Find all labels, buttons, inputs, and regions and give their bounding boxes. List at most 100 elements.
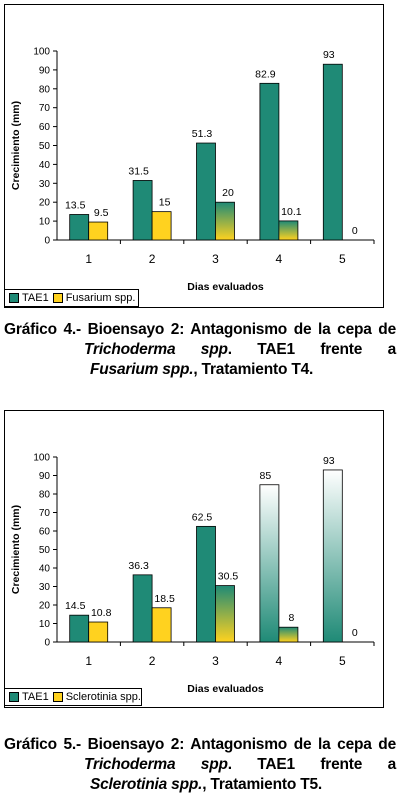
caption-line-3: Sclerotinia spp., Tratamiento T5. [4,775,396,795]
y-tick-label: 50 [39,141,51,152]
legend-swatch-sclerotinia [52,692,63,702]
x-tick-label: 1 [85,252,92,266]
x-tick-label: 4 [276,654,283,668]
legend-swatch-tae1 [9,692,19,702]
x-tick-label: 4 [276,252,283,266]
data-label-tae1-day-5: 93 [323,455,335,467]
y-tick-label: 30 [39,179,51,190]
bar-tae1-day-5 [322,469,343,643]
y-tick-label: 0 [44,236,50,247]
caption-genus: Trichoderma spp [84,756,228,773]
bar-pathogen-day-3 [215,585,235,643]
y-tick-label: 50 [39,545,51,556]
data-label-pathogen-day-3: 30.5 [218,571,239,583]
caption-genus: Trichoderma spp [84,341,228,358]
caption-line-2-rest: . TAE1 frente a [227,341,397,358]
caption-line-2-rest: . TAE1 frente a [227,756,397,773]
legend-label-fusarium: Fusarium spp. [65,292,136,304]
caption-line-3-rest: , Tratamiento T4. [193,361,314,378]
data-label-pathogen-day-5: 0 [352,627,358,639]
bar-tae1-day-2 [132,180,153,241]
legend-gráfico-5: TAE1 Sclerotinia spp. [4,688,142,706]
bar-pathogen-day-4 [278,626,299,643]
y-tick-label: 70 [39,508,51,519]
y-tick-label: 100 [33,47,50,58]
data-label-tae1-day-1: 14.5 [65,600,86,612]
data-label-tae1-day-4: 85 [260,470,272,482]
x-axis-title: Dias evaluados [187,281,264,293]
x-tick-label: 2 [149,252,156,266]
data-label-pathogen-day-2: 18.5 [154,593,175,605]
y-axis-title: Crecimiento (mm) [10,101,22,190]
data-label-pathogen-day-1: 9.5 [94,207,109,219]
y-tick-label: 10 [39,217,51,228]
bar-pathogen-day-2 [151,607,172,643]
bar-tae1-day-1 [69,614,90,643]
y-tick-label: 20 [39,601,51,612]
legend-label-sclerotinia: Sclerotinia spp. [65,691,141,703]
data-label-tae1-day-1: 13.5 [65,199,86,211]
y-tick-label: 10 [39,619,51,630]
y-tick-label: 60 [39,122,51,133]
data-label-pathogen-day-5: 0 [352,225,358,237]
bar-pathogen-day-1 [88,221,109,241]
caption-pathogen: Fusarium spp. [90,361,194,378]
y-tick-label: 90 [39,65,51,76]
caption-line-3: Fusarium spp., Tratamiento T4. [4,360,396,380]
chart-gráfico-5: 0 10 20 30 40 50 60 70 80 90 100 Crecimiento (mm) 1 1… [4,410,384,708]
legend-label-tae1: TAE1 [22,691,49,703]
data-label-tae1-day-2: 31.5 [128,165,149,177]
data-label-tae1-day-4: 82.9 [255,68,276,80]
data-label-pathogen-day-2: 15 [159,197,171,209]
bar-pathogen-day-4 [278,220,299,241]
x-tick-label: 5 [339,654,346,668]
y-tick-label: 20 [39,198,51,209]
caption-pathogen: Sclerotinia spp. [90,776,203,793]
x-tick-label: 3 [212,654,219,668]
caption-line-1: Gráfico 5.- Bioensayo 2: Antagonismo de … [4,736,396,753]
bar-tae1-day-4 [259,82,280,241]
y-tick-label: 80 [39,490,51,501]
caption-line-3-rest: , Tratamiento T5. [202,776,322,793]
y-tick-label: 60 [39,527,51,538]
x-axis-title: Dias evaluados [187,683,264,695]
y-tick-label: 40 [39,160,51,171]
legend-swatch-tae1 [9,293,19,303]
caption-line-2: Trichoderma spp. TAE1 frente a [4,340,396,360]
chart-gráfico-4: 0 10 20 30 40 50 60 70 80 90 100 Crecimiento (mm) 1 1… [4,4,384,308]
caption-line-1: Gráfico 4.- Bioensayo 2: Antagonismo de … [4,321,396,338]
data-label-tae1-day-5: 93 [323,49,335,61]
bar-tae1-day-5 [322,63,343,241]
data-label-tae1-day-3: 51.3 [192,128,213,140]
x-tick-label: 2 [149,654,156,668]
y-tick-label: 90 [39,471,51,482]
bar-pathogen-day-2 [151,211,172,241]
bar-pathogen-day-3 [215,201,235,241]
caption-gráfico-4: Gráfico 4.- Bioensayo 2: Antagonismo de … [4,320,396,380]
y-tick-label: 0 [44,638,50,649]
x-tick-label: 3 [212,252,219,266]
bar-tae1-day-3 [196,142,216,241]
data-label-pathogen-day-4: 8 [288,612,294,624]
legend-label-tae1: TAE1 [22,292,49,304]
data-label-tae1-day-2: 36.3 [128,560,149,572]
data-label-pathogen-day-3: 20 [222,187,234,199]
bar-tae1-day-2 [132,574,153,643]
bar-tae1-day-4 [259,484,280,643]
y-tick-label: 30 [39,582,51,593]
y-axis-title: Crecimiento (mm) [10,505,22,594]
data-label-tae1-day-3: 62.5 [192,511,213,523]
y-tick-label: 100 [33,453,50,464]
legend-gráfico-4: TAE1 Fusarium spp. [4,289,139,307]
x-tick-label: 1 [85,654,92,668]
bar-tae1-day-1 [69,214,90,241]
data-label-pathogen-day-4: 10.1 [281,206,302,218]
bar-tae1-day-3 [196,525,216,643]
y-tick-label: 40 [39,564,51,575]
legend-swatch-fusarium [52,293,63,303]
caption-gráfico-5: Gráfico 5.- Bioensayo 2: Antagonismo de … [4,735,396,795]
bar-pathogen-day-1 [88,621,109,643]
y-tick-label: 80 [39,84,51,95]
